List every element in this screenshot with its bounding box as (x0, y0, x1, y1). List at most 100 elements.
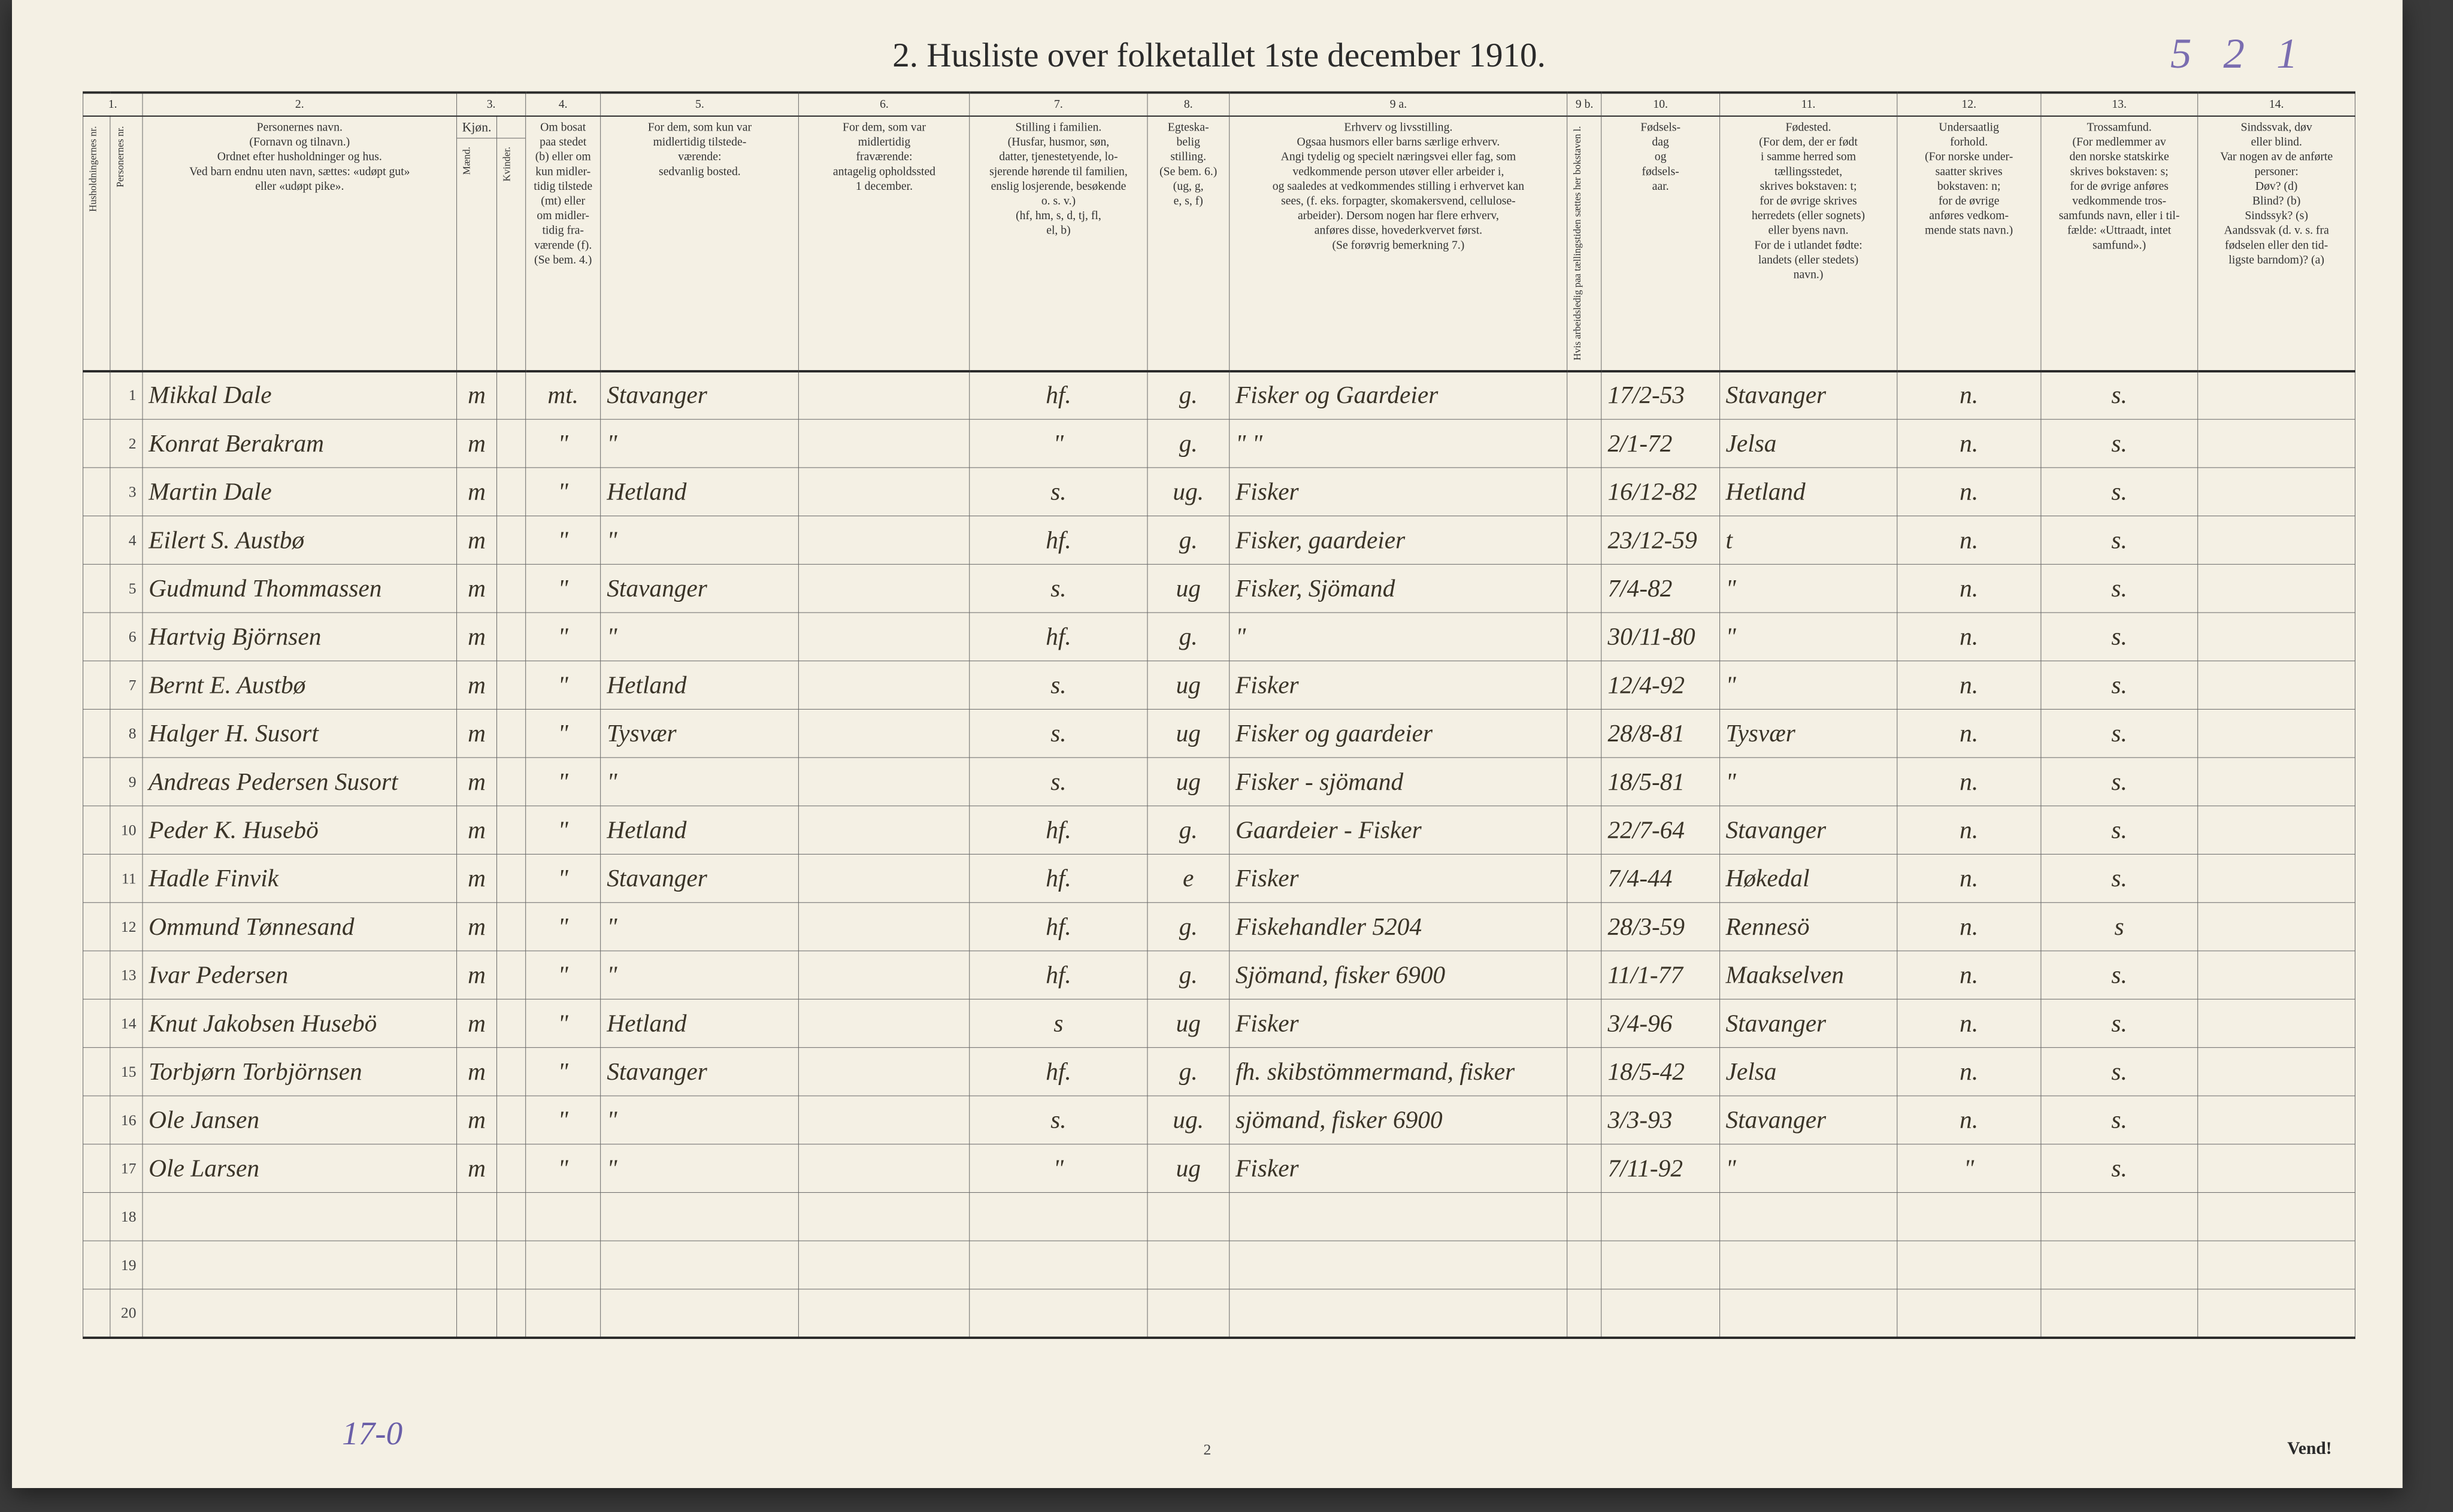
person-nr-cell: 7 (110, 661, 143, 710)
dob-cell: 17/2-53 (1601, 371, 1719, 420)
residence-cell: " (525, 661, 601, 710)
marital-cell: g. (1147, 419, 1229, 468)
birthplace-cell: Rennesö (1719, 902, 1897, 951)
name-cell: Ivar Pedersen (143, 951, 457, 999)
disability-cell (2198, 1241, 2355, 1289)
table-row: 20 (83, 1289, 2355, 1338)
marital-cell: ug (1147, 757, 1229, 806)
temp-absent-cell (799, 1144, 970, 1193)
table-row: 17Ole Larsenm"""ugFisker7/11-92""s. (83, 1144, 2355, 1193)
sex-k-cell (497, 855, 526, 903)
person-nr-cell: 2 (110, 419, 143, 468)
dob-cell: 16/12-82 (1601, 468, 1719, 516)
temp-present-cell: " (601, 1096, 799, 1144)
sex-m-cell: m (457, 806, 497, 855)
temp-absent-cell (799, 709, 970, 757)
dob-cell (1601, 1193, 1719, 1241)
colnum-1: 1. (83, 93, 143, 116)
name-cell: Andreas Pedersen Susort (143, 757, 457, 806)
residence-cell: " (525, 951, 601, 999)
birthplace-cell: Jelsa (1719, 419, 1897, 468)
occupation-cell: Sjömand, fisker 6900 (1229, 951, 1567, 999)
sex-k-cell (497, 613, 526, 661)
header-sex-female: Kvinder. (497, 116, 526, 371)
name-cell: Konrat Berakram (143, 419, 457, 468)
dob-cell: 11/1-77 (1601, 951, 1719, 999)
sex-m-cell: m (457, 1047, 497, 1096)
header-religion: Trossamfund. (For medlemmer av den norsk… (2041, 116, 2198, 371)
colnum-9a: 9 a. (1229, 93, 1567, 116)
table-row: 15Torbjørn Torbjörnsenm"Stavangerhf.g.fh… (83, 1047, 2355, 1096)
disability-cell (2198, 1289, 2355, 1338)
sex-k-cell (497, 516, 526, 565)
nationality-cell: n. (1897, 855, 2041, 903)
sex-m-cell: m (457, 419, 497, 468)
unemployed-cell (1567, 709, 1601, 757)
occupation-cell: Fiskehandler 5204 (1229, 902, 1567, 951)
religion-cell: s. (2041, 709, 2198, 757)
temp-present-cell: Hetland (601, 661, 799, 710)
sex-m-cell: m (457, 902, 497, 951)
colnum-5: 5. (601, 93, 799, 116)
household-cell (83, 1193, 111, 1241)
nationality-cell: n. (1897, 806, 2041, 855)
disability-cell (2198, 999, 2355, 1048)
person-nr-cell: 13 (110, 951, 143, 999)
residence-cell: " (525, 613, 601, 661)
unemployed-cell (1567, 371, 1601, 420)
handwritten-page-number: 5 2 1 (2170, 29, 2308, 78)
temp-present-cell: Stavanger (601, 1047, 799, 1096)
temp-present-cell: Hetland (601, 468, 799, 516)
occupation-cell: Fisker (1229, 661, 1567, 710)
census-table: 1. 2. 3. 4. 5. 6. 7. 8. 9 a. 9 b. 10. 11… (83, 92, 2355, 1339)
marital-cell: ug (1147, 661, 1229, 710)
unemployed-cell (1567, 855, 1601, 903)
header-nationality: Undersaatlig forhold. (For norske under-… (1897, 116, 2041, 371)
household-cell (83, 709, 111, 757)
residence-cell: " (525, 902, 601, 951)
religion-cell (2041, 1193, 2198, 1241)
colnum-7: 7. (970, 93, 1147, 116)
dob-cell: 2/1-72 (1601, 419, 1719, 468)
header-marital: Egteska- belig stilling. (Se bem. 6.) (u… (1147, 116, 1229, 371)
household-cell (83, 1241, 111, 1289)
disability-cell (2198, 1144, 2355, 1193)
occupation-cell: Fisker (1229, 855, 1567, 903)
occupation-cell: Fisker og gaardeier (1229, 709, 1567, 757)
sex-k-cell (497, 1193, 526, 1241)
household-cell (83, 661, 111, 710)
colnum-12: 12. (1897, 93, 2041, 116)
family-cell: hf. (970, 951, 1147, 999)
nationality-cell (1897, 1289, 2041, 1338)
header-row: Husholdningernes nr. Personernes nr. Per… (83, 116, 2355, 371)
birthplace-cell: " (1719, 613, 1897, 661)
marital-cell: ug. (1147, 468, 1229, 516)
sex-k-cell (497, 1144, 526, 1193)
household-cell (83, 951, 111, 999)
name-cell (143, 1241, 457, 1289)
marital-cell: g. (1147, 516, 1229, 565)
birthplace-cell (1719, 1241, 1897, 1289)
unemployed-cell (1567, 468, 1601, 516)
sex-k-cell (497, 902, 526, 951)
temp-absent-cell (799, 855, 970, 903)
colnum-8: 8. (1147, 93, 1229, 116)
sex-k-cell (497, 1241, 526, 1289)
family-cell (970, 1241, 1147, 1289)
name-cell: Eilert S. Austbø (143, 516, 457, 565)
table-row: 8Halger H. Susortm"Tysværs.ugFisker og g… (83, 709, 2355, 757)
sex-m-cell (457, 1241, 497, 1289)
nationality-cell: n. (1897, 516, 2041, 565)
occupation-cell (1229, 1193, 1567, 1241)
colnum-3: 3. (457, 93, 526, 116)
person-nr-cell: 8 (110, 709, 143, 757)
dob-cell: 3/4-96 (1601, 999, 1719, 1048)
household-cell (83, 613, 111, 661)
sex-m-cell (457, 1289, 497, 1338)
religion-cell: s. (2041, 1144, 2198, 1193)
table-row: 11Hadle Finvikm"Stavangerhf.eFisker7/4-4… (83, 855, 2355, 903)
sex-k-cell (497, 419, 526, 468)
dob-cell: 7/4-44 (1601, 855, 1719, 903)
occupation-cell (1229, 1241, 1567, 1289)
person-nr-cell: 1 (110, 371, 143, 420)
